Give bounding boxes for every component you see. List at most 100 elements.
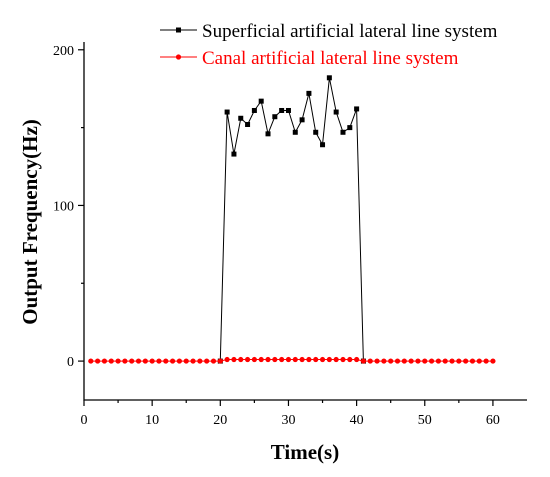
chart-axes: 0 10 20 30 40 50 60 0 100 200 [53, 42, 527, 428]
legend-marker [175, 54, 182, 60]
series-layer [88, 75, 496, 364]
data-point [135, 358, 142, 364]
data-point [306, 90, 312, 96]
data-point [285, 356, 292, 363]
legend-item: Canal artificial lateral line system [160, 48, 459, 69]
data-point [435, 358, 441, 364]
x-tick-label: 60 [486, 413, 500, 428]
data-point [326, 75, 332, 81]
data-point [210, 358, 217, 364]
data-point [204, 358, 210, 364]
data-point [217, 358, 223, 364]
data-point [367, 358, 373, 364]
data-point [279, 356, 285, 363]
data-point [170, 358, 176, 364]
data-point [231, 356, 237, 363]
data-point [490, 358, 496, 364]
data-point [190, 358, 196, 364]
data-point [299, 117, 305, 123]
legend-label: Canal artificial lateral line system [202, 48, 459, 69]
x-tick-label: 40 [350, 413, 364, 428]
data-point [197, 358, 203, 364]
data-point [299, 356, 305, 363]
data-point [401, 358, 407, 364]
data-point [381, 358, 387, 364]
y-tick-label: 200 [53, 44, 74, 59]
data-point [224, 356, 230, 363]
data-point [354, 106, 360, 112]
data-point [456, 358, 462, 364]
data-point [258, 356, 264, 363]
data-point [272, 356, 278, 363]
data-point [292, 356, 298, 363]
data-point [142, 358, 148, 364]
legend: Superficial artificial lateral line syst… [160, 21, 498, 69]
data-point [415, 358, 421, 364]
data-point [183, 358, 189, 364]
data-point [320, 142, 326, 148]
data-point [347, 125, 353, 131]
data-point [163, 358, 169, 364]
data-point [238, 356, 244, 363]
data-point [340, 129, 346, 135]
data-point [313, 129, 319, 135]
data-point [422, 358, 428, 364]
data-point [129, 358, 135, 364]
data-point [238, 115, 244, 121]
data-point [244, 356, 251, 363]
data-point [245, 121, 251, 127]
data-point [265, 131, 271, 137]
data-point [285, 107, 291, 113]
data-point [388, 358, 394, 364]
data-point [340, 356, 346, 363]
data-point [319, 356, 326, 363]
y-tick-label: 100 [53, 199, 74, 214]
data-point [394, 358, 401, 364]
data-point [149, 358, 155, 364]
x-tick-label: 0 [81, 413, 88, 428]
axis-lines [83, 42, 527, 401]
data-point [306, 356, 312, 363]
data-point [408, 358, 414, 364]
data-point [428, 358, 435, 364]
data-point [374, 358, 380, 364]
data-point [176, 358, 183, 364]
x-tick-label: 10 [145, 413, 159, 428]
data-point [279, 107, 285, 113]
data-point [333, 356, 339, 363]
legend-item: Superficial artificial lateral line syst… [160, 21, 498, 42]
data-point [483, 358, 489, 364]
data-point [265, 356, 271, 363]
data-point [354, 356, 360, 363]
x-tick-label: 50 [418, 413, 432, 428]
data-point [292, 129, 298, 135]
data-point [122, 358, 128, 364]
data-point [108, 358, 114, 364]
data-point [88, 358, 94, 364]
data-point [476, 358, 482, 364]
data-point [156, 358, 162, 364]
data-point [231, 151, 237, 157]
series-line [219, 77, 364, 362]
x-tick-label: 30 [281, 413, 295, 428]
data-point [258, 98, 264, 104]
data-point [463, 358, 469, 364]
data-point [313, 356, 319, 363]
data-point [101, 358, 108, 364]
data-point [333, 109, 339, 115]
data-point [360, 358, 367, 364]
series-1 [217, 75, 366, 364]
data-point [272, 114, 278, 120]
data-point [224, 109, 230, 115]
legend-marker [176, 27, 181, 33]
data-point [347, 356, 353, 363]
legend-label: Superficial artificial lateral line syst… [202, 21, 498, 42]
y-tick-label: 0 [67, 355, 74, 370]
data-point [449, 358, 455, 364]
series-2 [88, 356, 496, 364]
data-point [115, 358, 121, 364]
y-axis-title: Output Frequency(Hz) [18, 119, 42, 325]
data-point [95, 358, 101, 364]
data-point [251, 107, 257, 113]
